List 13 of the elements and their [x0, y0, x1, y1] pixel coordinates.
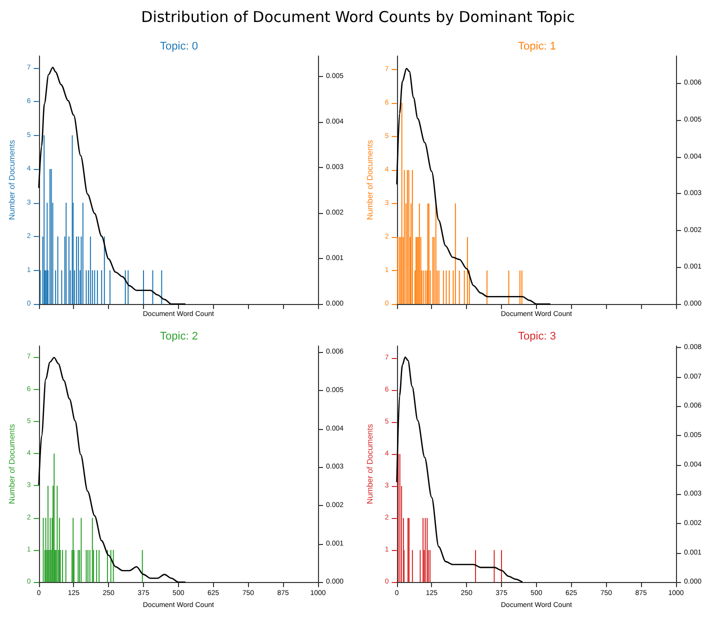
chart-title: Topic: 3 [518, 330, 556, 342]
line-series [396, 68, 552, 305]
line-series [38, 356, 186, 583]
y-axis-title: Number of Documents [8, 424, 16, 504]
chart-title: Topic: 2 [160, 330, 198, 342]
line-series [396, 356, 524, 583]
y-axis-title: Number of Documents [8, 140, 16, 220]
text: Distribution of Document Word Counts by Dominant Topic [140, 7, 576, 28]
chart-title: Topic: 0 [160, 40, 198, 52]
y-axis-title: Number of Documents [366, 140, 374, 220]
y-axis-title: Number of Documents [366, 424, 374, 504]
line-series [38, 66, 186, 305]
chart-title: Topic: 1 [518, 40, 556, 52]
